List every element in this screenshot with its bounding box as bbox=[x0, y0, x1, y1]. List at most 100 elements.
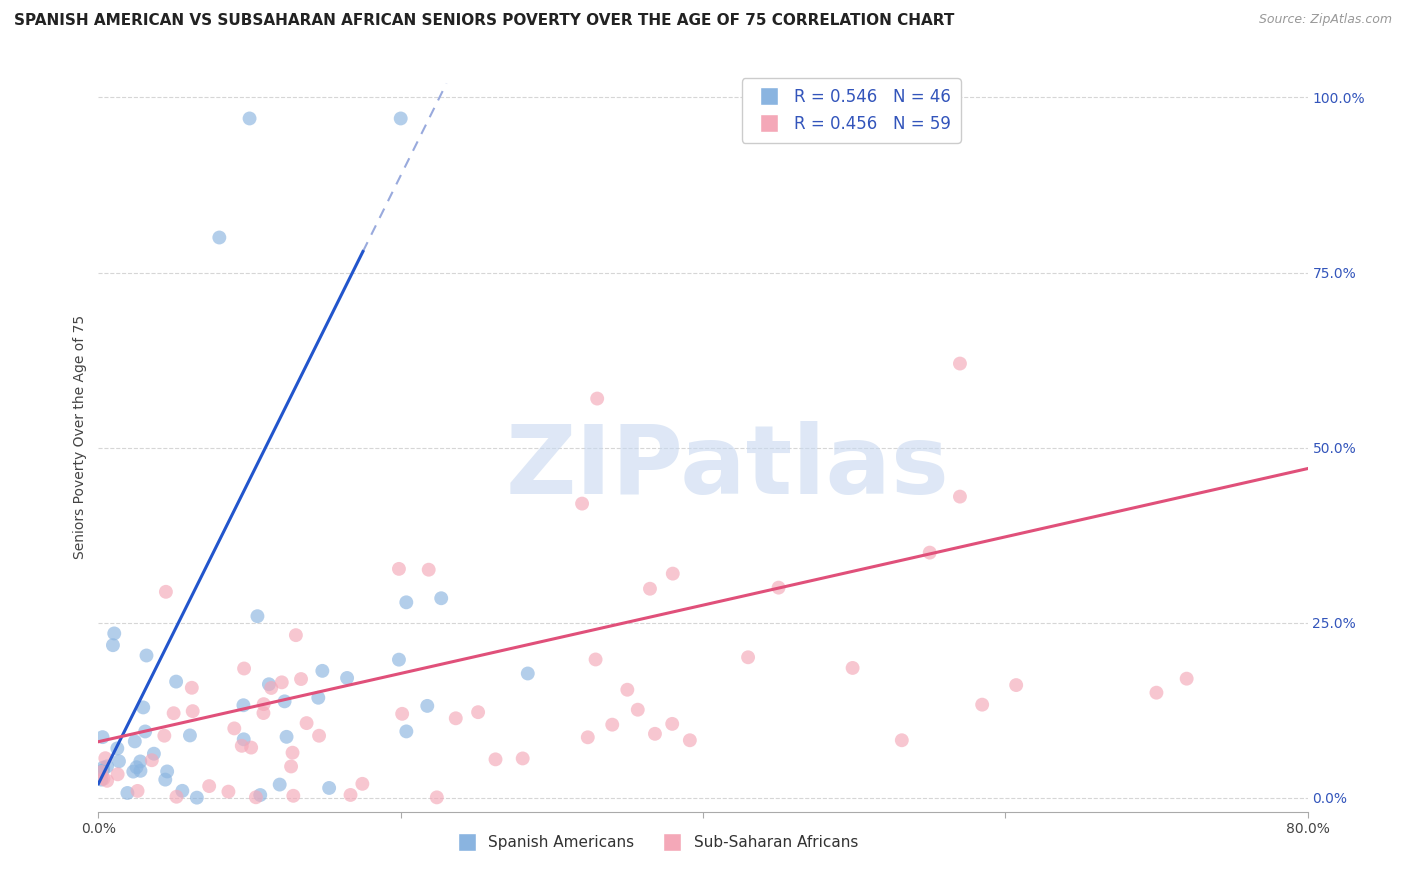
Text: ZIPatlas: ZIPatlas bbox=[505, 420, 949, 514]
Point bbox=[1144, 686, 1167, 700]
Point bbox=[94, 751, 117, 765]
Point bbox=[155, 584, 177, 599]
Point bbox=[352, 777, 374, 791]
Point bbox=[269, 778, 291, 792]
Point bbox=[231, 739, 253, 753]
Point bbox=[890, 733, 912, 747]
Point bbox=[134, 724, 156, 739]
Point bbox=[295, 716, 318, 731]
Point bbox=[252, 706, 274, 720]
Point bbox=[155, 772, 177, 787]
Point bbox=[616, 682, 638, 697]
Point bbox=[949, 357, 972, 371]
Point bbox=[661, 566, 683, 581]
Point bbox=[388, 562, 411, 576]
Point bbox=[768, 581, 790, 595]
Text: Source: ZipAtlas.com: Source: ZipAtlas.com bbox=[1258, 13, 1392, 27]
Point bbox=[416, 698, 439, 713]
Point bbox=[96, 759, 118, 773]
Point bbox=[156, 764, 179, 779]
Point bbox=[280, 759, 302, 773]
Point bbox=[90, 764, 112, 779]
Point bbox=[186, 790, 208, 805]
Point bbox=[516, 666, 538, 681]
Point bbox=[284, 628, 307, 642]
Point bbox=[257, 677, 280, 691]
Point bbox=[101, 638, 124, 652]
Point bbox=[166, 789, 188, 804]
Point bbox=[972, 698, 994, 712]
Point bbox=[627, 703, 650, 717]
Point bbox=[245, 790, 267, 805]
Point bbox=[918, 546, 941, 560]
Point bbox=[418, 563, 440, 577]
Point bbox=[737, 650, 759, 665]
Point bbox=[638, 582, 661, 596]
Point bbox=[141, 753, 163, 767]
Point bbox=[260, 681, 283, 695]
Point bbox=[571, 497, 593, 511]
Point bbox=[103, 626, 125, 640]
Point bbox=[281, 746, 304, 760]
Point bbox=[467, 705, 489, 719]
Point bbox=[391, 706, 413, 721]
Legend: Spanish Americans, Sub-Saharan Africans: Spanish Americans, Sub-Saharan Africans bbox=[446, 830, 865, 856]
Point bbox=[181, 704, 204, 718]
Point bbox=[125, 760, 148, 774]
Point bbox=[165, 674, 187, 689]
Point bbox=[308, 729, 330, 743]
Point bbox=[576, 731, 599, 745]
Point bbox=[311, 664, 333, 678]
Point bbox=[232, 732, 254, 747]
Point bbox=[232, 698, 254, 713]
Point bbox=[426, 790, 449, 805]
Point bbox=[290, 672, 312, 686]
Point bbox=[283, 789, 305, 803]
Point bbox=[91, 730, 114, 744]
Y-axis label: Seniors Poverty Over the Age of 75: Seniors Poverty Over the Age of 75 bbox=[73, 315, 87, 559]
Point bbox=[679, 733, 702, 747]
Point bbox=[270, 675, 292, 690]
Point bbox=[273, 694, 295, 708]
Point bbox=[253, 697, 276, 711]
Point bbox=[233, 661, 256, 675]
Point bbox=[395, 724, 418, 739]
Point bbox=[208, 230, 231, 244]
Point bbox=[107, 767, 129, 781]
Point bbox=[389, 112, 412, 126]
Point bbox=[586, 392, 609, 406]
Point bbox=[388, 653, 411, 667]
Point bbox=[307, 690, 329, 705]
Point bbox=[124, 734, 146, 748]
Point bbox=[444, 711, 467, 725]
Point bbox=[949, 490, 972, 504]
Point bbox=[129, 764, 152, 778]
Point bbox=[93, 772, 115, 786]
Text: SPANISH AMERICAN VS SUBSAHARAN AFRICAN SENIORS POVERTY OVER THE AGE OF 75 CORREL: SPANISH AMERICAN VS SUBSAHARAN AFRICAN S… bbox=[14, 13, 955, 29]
Point bbox=[1175, 672, 1198, 686]
Point bbox=[198, 779, 221, 793]
Point bbox=[585, 652, 607, 666]
Point bbox=[600, 717, 623, 731]
Point bbox=[91, 761, 114, 775]
Point bbox=[96, 773, 118, 788]
Point bbox=[1005, 678, 1028, 692]
Point bbox=[276, 730, 298, 744]
Point bbox=[512, 751, 534, 765]
Point bbox=[132, 700, 155, 714]
Point bbox=[318, 780, 340, 795]
Point bbox=[162, 706, 184, 721]
Point bbox=[249, 788, 271, 802]
Point bbox=[108, 754, 131, 768]
Point bbox=[339, 788, 361, 802]
Point bbox=[240, 740, 263, 755]
Point bbox=[129, 755, 152, 769]
Point bbox=[430, 591, 453, 606]
Point bbox=[122, 764, 145, 779]
Point bbox=[179, 728, 201, 742]
Point bbox=[841, 661, 863, 675]
Point bbox=[661, 717, 683, 731]
Point bbox=[127, 784, 149, 798]
Point bbox=[91, 764, 114, 778]
Point bbox=[153, 729, 176, 743]
